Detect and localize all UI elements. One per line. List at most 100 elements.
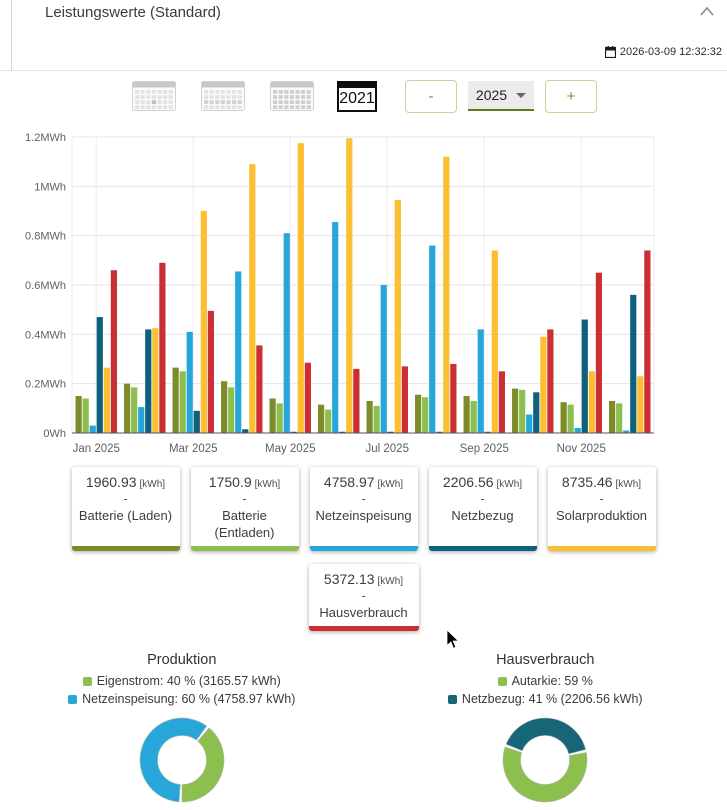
legend-item-netzbezug[interactable]: Netzbezug: 41 % (2206.56 kWh) — [364, 690, 727, 708]
bar-batterie-laden[interactable] — [560, 402, 567, 433]
year-decrement-button[interactable]: - — [405, 79, 457, 113]
stat-card-netzeinspeisung[interactable]: 4758.97 [kWh] - Netzeinspeisung — [309, 467, 418, 551]
bar-netzeinspeisung[interactable] — [235, 271, 242, 433]
summary-section: Produktion Eigenstrom: 40 % (3165.57 kWh… — [0, 652, 727, 806]
bar-batterie-laden[interactable] — [269, 398, 276, 433]
bar-netzeinspeisung[interactable] — [429, 245, 436, 433]
day-view-button[interactable] — [130, 79, 178, 113]
bar-hausverbrauch[interactable] — [256, 345, 263, 433]
bar-netzeinspeisung[interactable] — [380, 285, 387, 433]
bar-solarproduktion[interactable] — [152, 328, 159, 433]
bar-batterie-laden[interactable] — [512, 388, 519, 433]
bar-netzbezug[interactable] — [484, 431, 491, 433]
bar-netzeinspeisung[interactable] — [186, 331, 193, 433]
bar-netzeinspeisung[interactable] — [526, 414, 533, 434]
stat-card-batterie-entladen[interactable]: 1750.9 [kWh] - Batterie (Entladen) — [190, 467, 299, 551]
active-year-view-box[interactable]: 2021 — [337, 80, 377, 112]
bar-solarproduktion[interactable] — [297, 143, 304, 434]
bar-netzbezug[interactable] — [436, 431, 443, 433]
bar-batterie-entladen[interactable] — [179, 371, 186, 433]
bar-netzeinspeisung[interactable] — [623, 430, 630, 433]
bar-netzbezug[interactable] — [290, 431, 297, 433]
legend-item-autarkie[interactable]: Autarkie: 59 % — [364, 672, 727, 690]
bar-hausverbrauch[interactable] — [401, 366, 408, 433]
bar-netzeinspeisung[interactable] — [89, 425, 96, 433]
bar-hausverbrauch[interactable] — [450, 363, 457, 433]
bar-netzbezug[interactable] — [387, 431, 394, 433]
bar-hausverbrauch[interactable] — [595, 272, 602, 433]
year-view-button[interactable] — [268, 79, 316, 113]
year-increment-button[interactable]: + — [545, 79, 597, 113]
bar-netzbezug[interactable] — [145, 329, 152, 433]
bar-solarproduktion[interactable] — [346, 138, 353, 434]
stat-card-batterie-laden[interactable]: 1960.93 [kWh] - Batterie (Laden) — [71, 467, 180, 551]
bar-batterie-entladen[interactable] — [422, 397, 429, 433]
bar-solarproduktion[interactable] — [443, 156, 450, 434]
bar-netzbezug[interactable] — [193, 410, 200, 433]
legend-swatch — [497, 676, 507, 686]
legend-item-eigenstrom[interactable]: Eigenstrom: 40 % (3165.57 kWh) — [0, 672, 364, 690]
bar-batterie-entladen[interactable] — [616, 403, 623, 433]
bar-batterie-entladen[interactable] — [373, 405, 380, 433]
legend-item-netzeinspeisung[interactable]: Netzeinspeisung: 60 % (4758.97 kWh) — [0, 690, 364, 708]
bar-netzbezug[interactable] — [630, 294, 637, 433]
bar-netzeinspeisung[interactable] — [332, 222, 339, 433]
bar-hausverbrauch[interactable] — [207, 310, 214, 433]
bar-batterie-laden[interactable] — [463, 396, 470, 433]
bar-batterie-laden[interactable] — [609, 400, 616, 433]
bar-batterie-laden[interactable] — [318, 404, 325, 433]
bar-netzbezug[interactable] — [339, 431, 346, 433]
bar-solarproduktion[interactable] — [588, 371, 595, 433]
bar-batterie-laden[interactable] — [366, 400, 373, 433]
bar-netzbezug[interactable] — [533, 392, 540, 433]
bar-netzeinspeisung[interactable] — [283, 233, 290, 433]
month-view-button[interactable] — [199, 79, 247, 113]
bar-batterie-laden[interactable] — [124, 383, 131, 433]
bar-netzeinspeisung[interactable] — [477, 329, 484, 433]
donut-slice-eigenstrom[interactable] — [181, 727, 225, 803]
bar-batterie-entladen[interactable] — [519, 389, 526, 433]
bar-netzbezug[interactable] — [581, 319, 588, 433]
collapse-panel-button[interactable] — [697, 3, 717, 21]
bar-batterie-entladen[interactable] — [325, 409, 332, 433]
bar-hausverbrauch[interactable] — [110, 270, 117, 433]
bar-batterie-entladen[interactable] — [276, 403, 283, 433]
x-axis-tick-label: Nov 2025 — [557, 443, 606, 455]
stat-card-solarproduktion[interactable]: 8735.46 [kWh] - Solarproduktion — [547, 467, 656, 551]
bar-hausverbrauch[interactable] — [644, 250, 651, 433]
bar-solarproduktion[interactable] — [394, 199, 401, 433]
bar-batterie-laden[interactable] — [415, 394, 422, 433]
card-label: Solarproduktion — [555, 508, 648, 523]
bar-netzeinspeisung[interactable] — [138, 407, 145, 433]
stat-card-hausverbrauch[interactable]: 5372.13 [kWh] - Hausverbrauch — [308, 564, 419, 631]
year-select-dropdown[interactable]: 2025 — [468, 81, 534, 111]
bar-batterie-laden[interactable] — [221, 381, 228, 433]
donut-slice-netzbezug[interactable] — [505, 717, 587, 755]
bar-solarproduktion[interactable] — [103, 367, 110, 433]
bar-solarproduktion[interactable] — [637, 376, 644, 433]
donut-slice-netzeinspeisung[interactable] — [139, 717, 207, 803]
bar-hausverbrauch[interactable] — [547, 329, 554, 433]
bar-solarproduktion[interactable] — [540, 336, 547, 433]
bar-batterie-entladen[interactable] — [228, 387, 235, 433]
bar-batterie-entladen[interactable] — [567, 404, 574, 433]
chevron-up-icon — [700, 6, 714, 16]
bar-solarproduktion[interactable] — [249, 164, 256, 433]
bar-netzbezug[interactable] — [242, 429, 249, 433]
bar-netzbezug[interactable] — [96, 317, 103, 433]
stat-card-netzbezug[interactable]: 2206.56 [kWh] - Netzbezug — [428, 467, 537, 551]
bar-hausverbrauch[interactable] — [304, 362, 311, 433]
bar-netzeinspeisung[interactable] — [574, 428, 581, 433]
bar-batterie-entladen[interactable] — [470, 400, 477, 433]
bar-batterie-laden[interactable] — [172, 367, 179, 433]
bar-hausverbrauch[interactable] — [353, 368, 360, 433]
donut-slice-autarkie[interactable] — [503, 746, 588, 803]
bar-solarproduktion[interactable] — [200, 211, 207, 433]
bar-batterie-laden[interactable] — [75, 396, 82, 433]
bar-batterie-entladen[interactable] — [82, 398, 89, 433]
bar-hausverbrauch[interactable] — [159, 262, 166, 433]
bar-batterie-entladen[interactable] — [131, 387, 138, 433]
panel-left-border — [11, 0, 12, 71]
bar-solarproduktion[interactable] — [491, 250, 498, 433]
bar-hausverbrauch[interactable] — [498, 371, 505, 433]
